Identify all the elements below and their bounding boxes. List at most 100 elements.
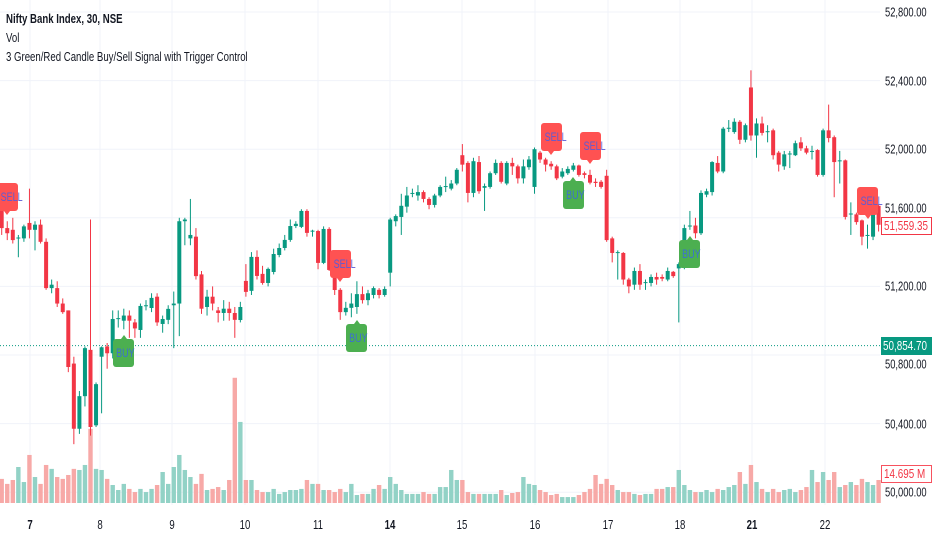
- candle-up: [443, 176, 448, 193]
- candle-down: [44, 238, 49, 290]
- candle-up: [371, 286, 376, 299]
- candle-body: [27, 222, 32, 230]
- candle-down: [748, 70, 753, 141]
- volume-bar: [776, 492, 781, 503]
- volume-bar: [798, 490, 804, 503]
- volume-bar: [815, 482, 820, 503]
- volume-bar: [21, 482, 27, 503]
- candle-down: [843, 159, 848, 220]
- candle-body: [260, 273, 265, 283]
- candle-up: [121, 308, 126, 330]
- price-tick: 52,800.00: [885, 4, 927, 20]
- volume-bar: [548, 495, 554, 503]
- candle-body: [438, 186, 443, 196]
- candle-body: [377, 289, 382, 295]
- date-tick: 15: [456, 517, 468, 532]
- candle-up: [765, 125, 770, 143]
- volume-bar: [571, 497, 576, 503]
- candle-body: [121, 315, 126, 321]
- candle-body: [149, 297, 154, 309]
- volume-bar: [116, 490, 121, 503]
- candle-body: [721, 128, 726, 172]
- candle-body: [16, 237, 21, 239]
- candle-down: [199, 270, 204, 314]
- candle-body: [288, 226, 293, 240]
- volume-bar: [293, 490, 299, 503]
- volume-bar: [560, 497, 565, 503]
- candle-body: [649, 276, 654, 283]
- buy-signal-label: BUY: [113, 335, 135, 368]
- candle-body: [99, 347, 104, 357]
- volume-bar: [843, 485, 848, 503]
- sell-signal-label: SELL: [857, 186, 883, 219]
- candle-body: [743, 125, 748, 140]
- candle-body: [782, 154, 787, 167]
- volume-bar: [721, 490, 726, 503]
- volume-bar: [832, 472, 837, 503]
- candle-body: [643, 282, 648, 284]
- candle-body: [832, 137, 837, 163]
- candle-down: [193, 228, 198, 280]
- volume-bar: [626, 492, 632, 503]
- volume-bar: [360, 493, 365, 503]
- date-tick: 22: [819, 517, 831, 532]
- date-tick: 7: [27, 517, 33, 532]
- candle-down: [776, 150, 781, 172]
- volume-bar: [454, 479, 459, 503]
- volume-bar: [654, 488, 659, 503]
- volume-bar: [443, 487, 448, 503]
- volume-bar: [404, 493, 410, 503]
- date-tick: 14: [384, 517, 396, 532]
- volume-bar: [804, 487, 809, 503]
- volume-bar: [793, 492, 798, 503]
- candle-body: [798, 142, 803, 149]
- volume-bar: [326, 490, 332, 503]
- volume-bar: [754, 482, 759, 503]
- candle-up: [632, 267, 637, 290]
- candle-down: [88, 219, 93, 436]
- price-axis[interactable]: 52,800.00 52,400.00 52,000.00 51,600.00 …: [880, 0, 932, 505]
- candle-body: [810, 150, 814, 152]
- time-axis[interactable]: 7 8 9 10 11 14 15 16 17 18 21 22: [0, 505, 880, 550]
- candle-body: [538, 152, 543, 160]
- volume-bar: [82, 464, 88, 503]
- strategy-indicator-label[interactable]: 3 Green/Red Candle Buy/Sell Signal with …: [6, 49, 248, 64]
- candle-down: [760, 116, 765, 136]
- price-tick: 52,000.00: [885, 141, 927, 157]
- candle-down: [543, 157, 548, 172]
- volume-bar: [865, 482, 870, 503]
- candle-up: [82, 346, 87, 407]
- candle-up: [221, 300, 226, 321]
- price-tick: 51,600.00: [885, 200, 927, 216]
- price-tick: 50,800.00: [885, 356, 927, 372]
- volume-bar: [171, 467, 176, 503]
- buy-signal-label: BUY: [679, 235, 701, 268]
- candle-body: [859, 220, 864, 237]
- volume-bar: [471, 493, 476, 503]
- candle-body: [110, 318, 115, 354]
- volume-bar: [604, 478, 609, 503]
- candle-down: [304, 209, 309, 237]
- candle-body: [5, 228, 10, 234]
- volume-bar: [49, 468, 54, 503]
- candle-body: [454, 169, 459, 184]
- volume-bar: [371, 488, 376, 503]
- volume-bar: [110, 485, 115, 503]
- candle-down: [327, 227, 332, 271]
- volume-bar: [854, 485, 859, 503]
- candle-body: [543, 159, 548, 165]
- candle-body: [593, 181, 598, 183]
- volume-bar: [265, 492, 271, 503]
- candle-body: [632, 270, 637, 285]
- current-price-label: 50,854.70: [881, 337, 932, 355]
- candle-body: [238, 306, 243, 321]
- candle-down: [660, 274, 665, 282]
- symbol-title[interactable]: Nifty Bank Index, 30, NSE: [6, 11, 123, 26]
- candle-down: [216, 306, 221, 323]
- candle-body: [826, 130, 831, 139]
- candle-body: [132, 322, 137, 329]
- candle-body: [526, 159, 531, 168]
- volume-indicator-label[interactable]: Vol: [6, 30, 20, 45]
- candle-up: [743, 123, 748, 143]
